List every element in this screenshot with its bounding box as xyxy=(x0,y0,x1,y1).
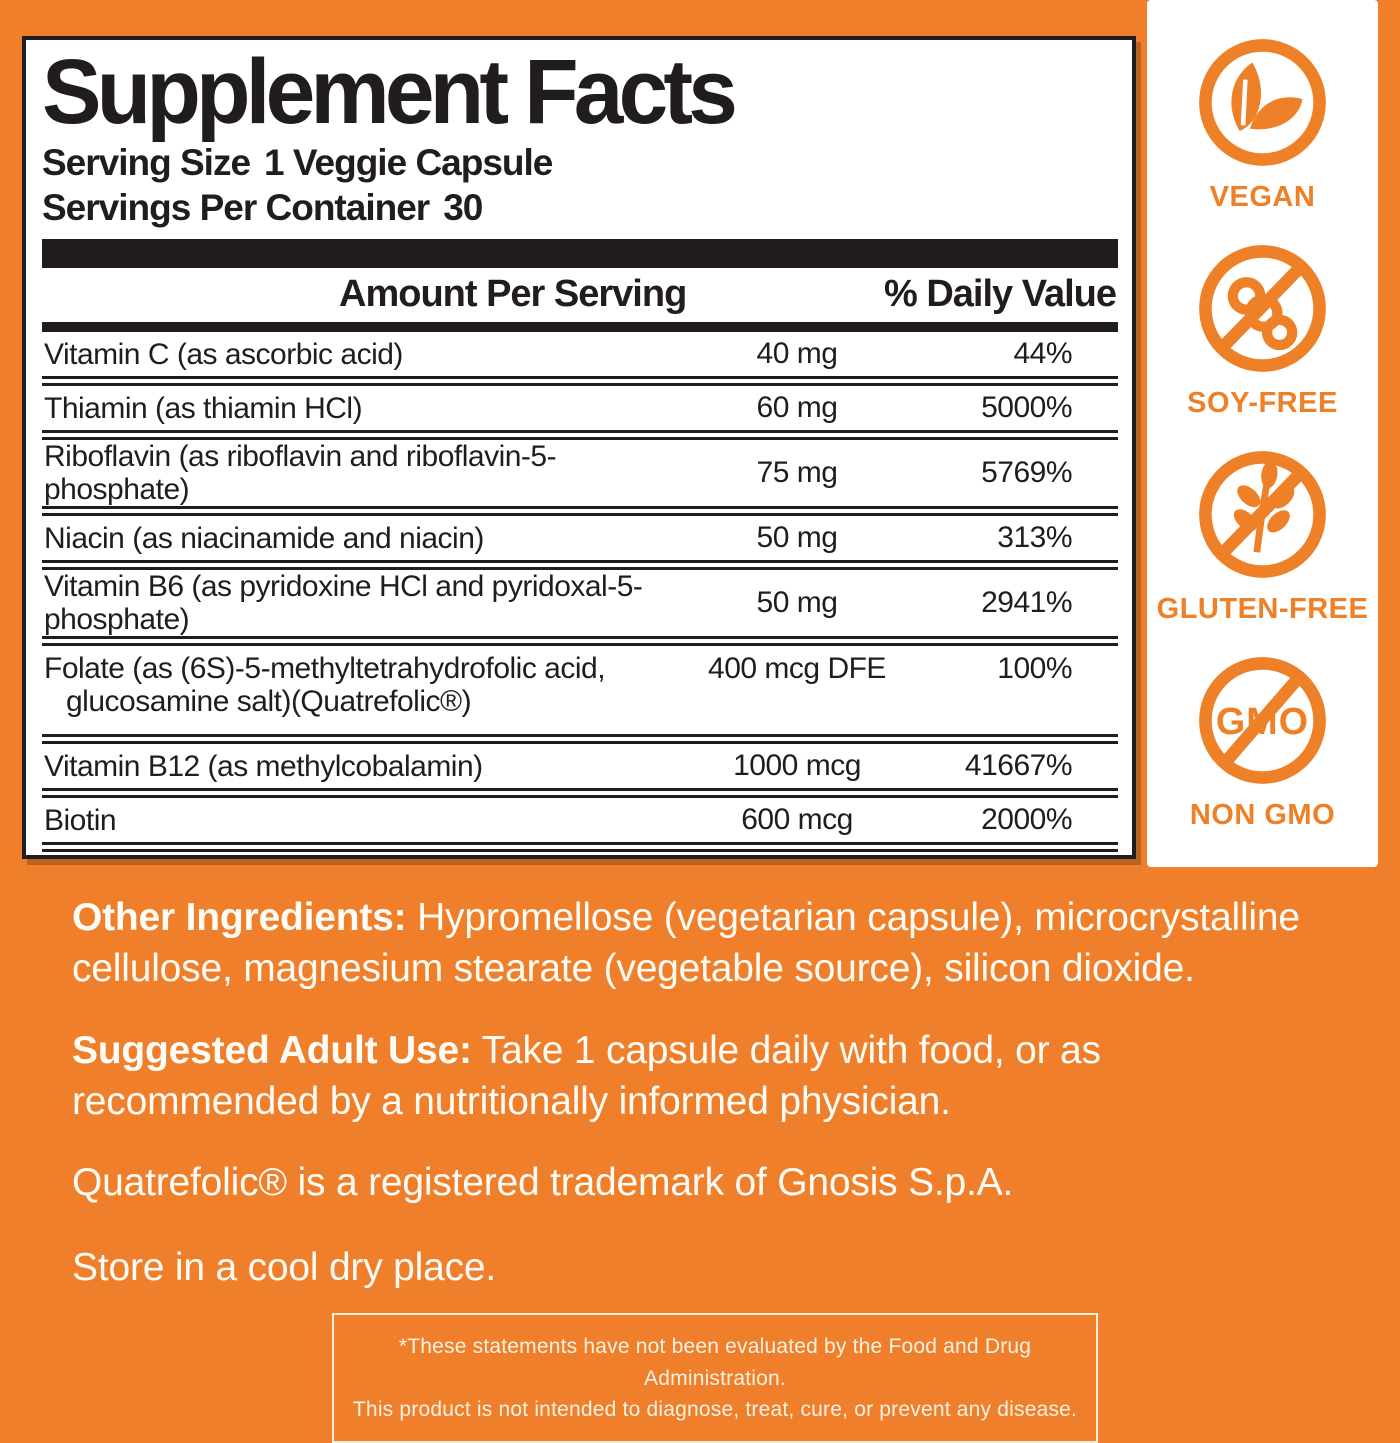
table-row: Folate (as (6S)-5-methyltetrahydrofolic … xyxy=(42,646,1118,734)
storage-line: Store in a cool dry place. xyxy=(72,1246,497,1289)
nutrient-name: Niacin (as niacinamide and niacin) xyxy=(44,521,484,555)
badge-label-soy-free: SOY-FREE xyxy=(1187,387,1338,419)
nutrient-amount: 50 mg xyxy=(756,586,838,620)
nutrient-amount: 100 mg xyxy=(672,857,922,859)
fda-disclaimer-box: *These statements have not been evaluate… xyxy=(332,1313,1098,1443)
nutrient-amount: 75 mg xyxy=(756,456,838,490)
nutrient-name-line1: Folate (as (6S)-5-methyltetrahydrofolic … xyxy=(44,652,606,686)
badge-vegan: VEGAN xyxy=(1194,34,1331,214)
row-separator xyxy=(42,636,1118,647)
suggested-use-paragraph: Suggested Adult Use: Take 1 capsule dail… xyxy=(72,1026,1342,1127)
nutrient-name: Pantothenic Acid (as d-calcium pantothen… xyxy=(42,858,672,859)
badge-label-vegan: VEGAN xyxy=(1209,181,1316,213)
nutrient-daily-value: 5769% xyxy=(981,456,1072,490)
row-separator xyxy=(42,376,1118,387)
row-separator xyxy=(42,734,1118,745)
nutrient-daily-value: 100% xyxy=(997,652,1072,686)
table-row: Vitamin B6 (as pyridoxine HCl and pyrido… xyxy=(42,570,1118,636)
row-separator xyxy=(42,788,1118,799)
table-row: Vitamin B12 (as methylcobalamin) 1000 mc… xyxy=(42,744,1118,788)
badge-label-non-gmo: NON GMO xyxy=(1189,799,1336,831)
row-separator xyxy=(42,560,1118,571)
servings-per-container-value: 30 xyxy=(443,186,483,228)
serving-size-value: 1 Veggie Capsule xyxy=(264,141,553,183)
badge-label-gluten-free: GLUTEN-FREE xyxy=(1156,593,1369,625)
nutrient-name: Vitamin B12 (as methylcobalamin) xyxy=(44,749,483,783)
nutrient-daily-value: 2000% xyxy=(922,857,1072,859)
badge-soy-free: SOY-FREE xyxy=(1187,240,1338,420)
table-row: Thiamin (as thiamin HCl) 60 mg 5000% xyxy=(42,386,1118,430)
nutrient-name: Thiamin (as thiamin HCl) xyxy=(44,391,363,425)
supplement-facts-panel: Supplement Facts Serving Size 1 Veggie Ca… xyxy=(22,36,1136,859)
nutrient-name: Folate (as (6S)-5-methyltetrahydrofolic … xyxy=(42,652,672,718)
nutrient-name-line2: glucosamine salt)(Quatrefolic®) xyxy=(66,685,472,719)
servings-per-container-label: Servings Per Container xyxy=(42,186,430,228)
row-separator xyxy=(42,430,1118,441)
nutrient-name: Vitamin B6 (as pyridoxine HCl and pyrido… xyxy=(44,570,643,637)
nutrient-daily-value: 44% xyxy=(1013,337,1072,371)
amount-column-header: Amount Per Serving xyxy=(339,273,687,316)
row-separator xyxy=(42,842,1118,853)
table-row: Vitamin C (as ascorbic acid) 40 mg 44% xyxy=(42,332,1118,376)
other-ingredients-label: Other Ingredients: xyxy=(72,896,407,939)
table-row: Riboflavin (as riboflavin and riboflavin… xyxy=(42,440,1118,506)
vegan-leaves-icon xyxy=(1199,39,1326,166)
panel-title: Supplement Facts xyxy=(42,41,738,143)
fda-disclaimer-line2: This product is not intended to diagnose… xyxy=(352,1398,1078,1421)
table-row: Niacin (as niacinamide and niacin) 50 mg… xyxy=(42,516,1118,560)
nutrient-amount: 400 mcg DFE xyxy=(708,652,886,686)
suggested-use-text: Take 1 capsule daily with food, or as re… xyxy=(72,1029,1101,1123)
other-ingredients-text: Hypromellose (vegetarian capsule), micro… xyxy=(72,896,1300,990)
table-top-bar xyxy=(42,239,1118,269)
other-ingredients-paragraph: Other Ingredients: Hypromellose (vegetar… xyxy=(72,893,1322,994)
wheat-crossed-icon xyxy=(1199,451,1326,578)
nutrient-name: Biotin xyxy=(44,803,117,837)
table-row: Pantothenic Acid (as d-calcium pantothen… xyxy=(42,852,1118,859)
nutrient-name: Riboflavin (as riboflavin and riboflavin… xyxy=(44,440,557,507)
nutrient-amount: 60 mg xyxy=(756,391,838,425)
header-rule xyxy=(42,322,1118,333)
gmo-crossed-icon: GMO xyxy=(1199,657,1326,784)
nutrient-daily-value: 313% xyxy=(997,521,1072,555)
nutrient-amount: 600 mcg xyxy=(741,803,853,837)
badge-non-gmo: GMO NON GMO xyxy=(1190,652,1335,832)
nutrient-name: Vitamin C (as ascorbic acid) xyxy=(44,337,403,371)
servings-per-container-line: Servings Per Container 30 xyxy=(42,185,1118,230)
trademark-line: Quatrefolic® is a registered trademark o… xyxy=(72,1161,1014,1204)
suggested-use-label: Suggested Adult Use: xyxy=(72,1029,472,1072)
serving-size-line: Serving Size 1 Veggie Capsule xyxy=(42,140,1118,185)
badge-sidebar: VEGAN SOY-FREE GLUTEN-FREE GMO xyxy=(1147,0,1378,867)
fda-disclaimer-line1: *These statements have not been evaluate… xyxy=(398,1335,1032,1390)
nutrient-amount: 1000 mcg xyxy=(733,749,861,783)
serving-size-label: Serving Size xyxy=(42,141,251,183)
nutrient-daily-value: 2941% xyxy=(981,586,1072,620)
nutrient-daily-value: 5000% xyxy=(981,391,1072,425)
nutrient-amount: 50 mg xyxy=(756,521,838,555)
soy-crossed-icon xyxy=(1199,245,1326,372)
badge-gluten-free: GLUTEN-FREE xyxy=(1157,446,1369,626)
row-separator xyxy=(42,506,1118,517)
table-row: Biotin 600 mcg 2000% xyxy=(42,798,1118,842)
table-header-row: Amount Per Serving % Daily Value xyxy=(42,270,1118,322)
nutrient-daily-value: 41667% xyxy=(964,749,1073,783)
daily-value-column-header: % Daily Value xyxy=(883,273,1117,316)
nutrient-amount: 40 mg xyxy=(756,337,838,371)
nutrient-daily-value: 2000% xyxy=(981,803,1072,837)
